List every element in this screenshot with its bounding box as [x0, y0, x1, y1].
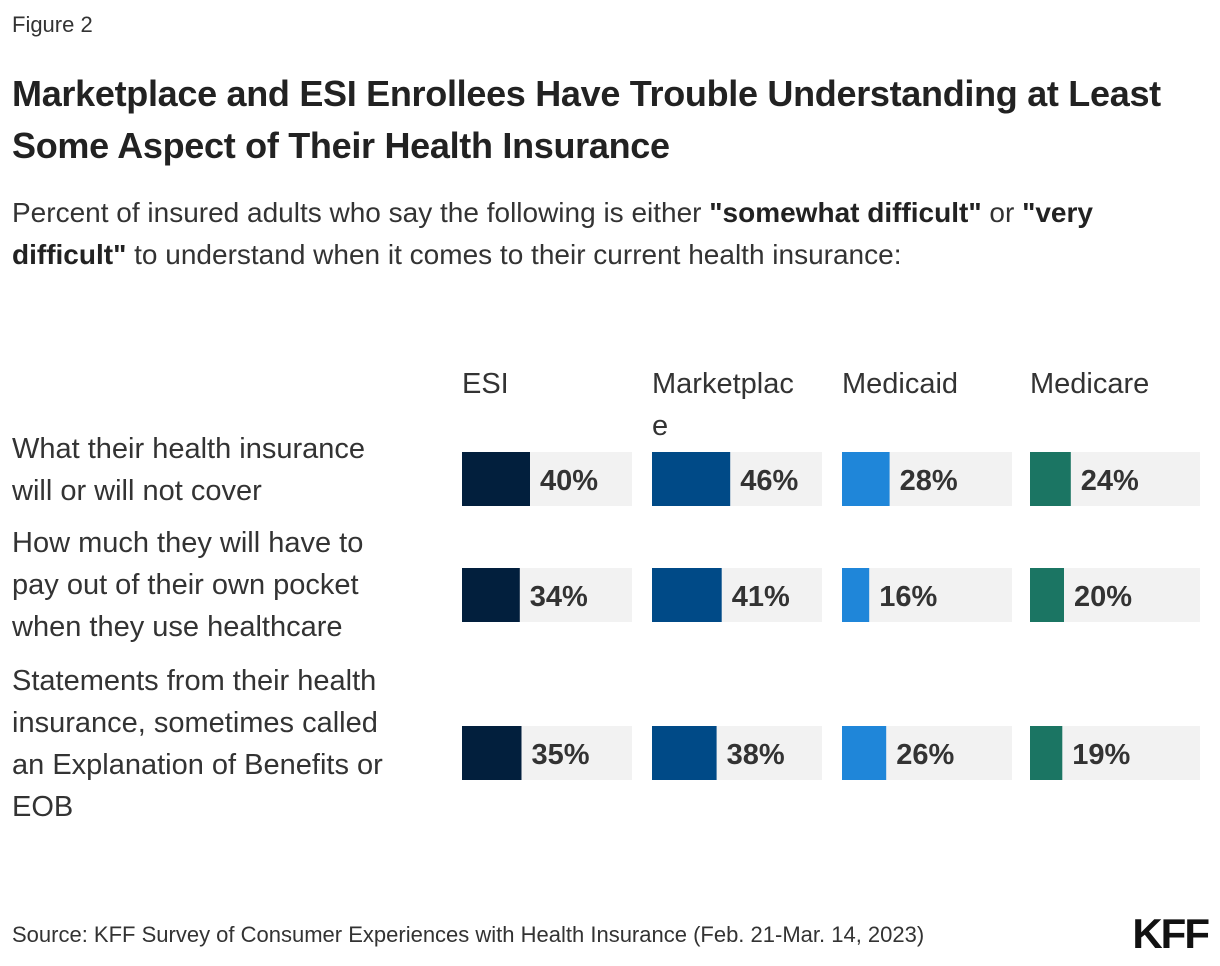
column-header-marketplace: Marketplac — [652, 368, 794, 400]
subtitle-bold-2: "very difficult" — [12, 197, 1093, 270]
column-header-medicare: Medicare — [1030, 368, 1149, 400]
figure-label: Figure 2 — [12, 12, 93, 37]
row-label-3: Statements from their health — [12, 665, 376, 697]
chart-subtitle: Percent of insured adults who say the fo… — [12, 192, 1202, 276]
data-label: 34% — [530, 581, 588, 613]
row-label-2: pay out of their own pocket — [12, 569, 359, 601]
data-label: 46% — [740, 465, 798, 497]
source-note: Source: KFF Survey of Consumer Experienc… — [12, 922, 925, 947]
row-label-1: What their health insurance — [12, 433, 365, 465]
row-label-3: an Explanation of Benefits or — [12, 749, 383, 781]
subtitle-text-3: to understand when it comes to their cur… — [126, 239, 902, 270]
bar-marketplace-1 — [652, 452, 731, 506]
bar-medicare-3 — [1030, 726, 1063, 780]
subtitle-text-2: or — [981, 197, 1023, 228]
subtitle-bold-1: "somewhat difficult" — [709, 197, 982, 228]
column-header-esi: ESI — [462, 368, 509, 400]
row-label-3: insurance, sometimes called — [12, 707, 378, 739]
row-label-3: EOB — [12, 791, 73, 823]
data-label: 38% — [727, 739, 785, 771]
data-label: 20% — [1074, 581, 1132, 613]
subtitle-text-1: Percent of insured adults who say the fo… — [12, 197, 710, 228]
bar-medicaid-2 — [842, 568, 870, 622]
row-label-1: will or will not cover — [11, 475, 262, 507]
data-label: 41% — [732, 581, 790, 613]
column-header-medicaid: Medicaid — [842, 368, 958, 400]
data-label: 28% — [900, 465, 958, 497]
bar-esi-2 — [462, 568, 520, 622]
data-label: 24% — [1081, 465, 1139, 497]
bar-medicaid-3 — [842, 726, 887, 780]
row-label-2: How much they will have to — [12, 527, 363, 559]
kff-logo: KFF — [1132, 910, 1210, 957]
bar-esi-1 — [462, 452, 530, 506]
bar-medicare-1 — [1030, 452, 1071, 506]
chart-title: Marketplace and ESI Enrollees Have Troub… — [12, 73, 1161, 166]
bar-medicaid-1 — [842, 452, 890, 506]
row-label-2: when they use healthcare — [11, 611, 343, 643]
bar-esi-3 — [462, 726, 522, 780]
data-label: 26% — [896, 739, 954, 771]
bar-marketplace-2 — [652, 568, 722, 622]
data-label: 40% — [540, 465, 598, 497]
bar-marketplace-3 — [652, 726, 717, 780]
bar-medicare-2 — [1030, 568, 1064, 622]
bar-chart: ESI Marketplac e Medicaid Medicare What their… — [11, 368, 1200, 823]
bar-track — [842, 568, 1012, 622]
data-label: 19% — [1072, 739, 1130, 771]
column-header-marketplace: e — [652, 410, 668, 442]
data-label: 35% — [532, 739, 590, 771]
data-label: 16% — [879, 581, 937, 613]
